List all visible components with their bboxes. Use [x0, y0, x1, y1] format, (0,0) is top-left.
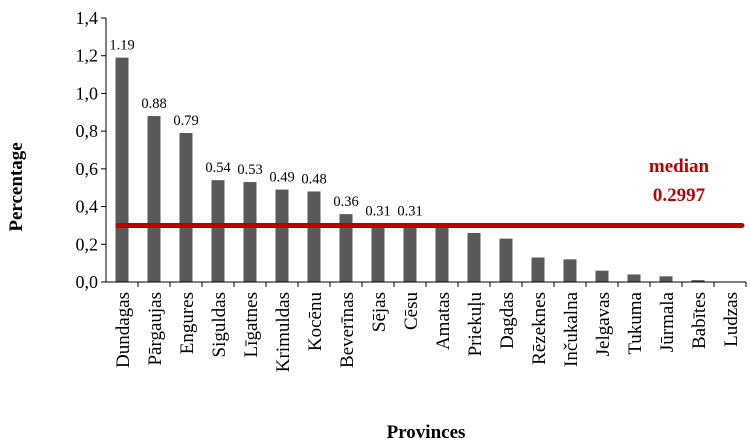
bar	[339, 214, 353, 282]
y-tick-label: 0,2	[76, 234, 99, 254]
category-label: Cēsu	[401, 292, 422, 331]
data-label: 0.79	[173, 113, 198, 129]
category-label: Kocēnu	[305, 292, 326, 352]
y-tick-label: 1,2	[76, 46, 99, 66]
data-label: 0.54	[205, 160, 231, 176]
y-tick-label: 0,6	[76, 159, 99, 179]
bar	[563, 259, 577, 282]
bar	[243, 182, 257, 282]
median-label: median	[649, 156, 710, 177]
y-tick-label: 0,0	[76, 272, 99, 292]
data-labels: 1.19 0.88 0.79 0.54 0.53 0.49 0.48 0.36 0.31 0.31	[109, 38, 422, 220]
data-label: 1.19	[109, 38, 134, 54]
bar	[115, 57, 129, 282]
y-axis-ticks: 0,0 0,2 0,4 0,6 0,8 1,0 1,2 1,4	[76, 8, 106, 292]
category-label: Engures	[177, 292, 198, 354]
bar	[179, 133, 193, 282]
bar	[627, 274, 641, 282]
category-label: Krimuldas	[273, 292, 294, 372]
category-label: Siguldas	[209, 292, 230, 357]
data-label: 0.49	[269, 170, 294, 186]
category-label: Pārgaujas	[145, 292, 166, 366]
category-label: Līgatnes	[241, 292, 262, 357]
data-label: 0.36	[333, 194, 358, 210]
category-label: Rēzeknes	[529, 292, 550, 365]
bar	[435, 225, 449, 282]
bar	[147, 116, 161, 282]
median-marker: median 0.2997	[115, 156, 745, 228]
data-label: 0.31	[397, 204, 422, 220]
bar	[595, 270, 609, 282]
y-axis-title: Percentage	[6, 142, 27, 231]
bar	[691, 280, 705, 282]
bar	[467, 232, 481, 282]
y-tick-label: 1,0	[76, 83, 99, 103]
category-label: Sējas	[369, 292, 390, 332]
category-labels: Dundagas Pārgaujas Engures Siguldas Līgatnes…	[113, 282, 747, 372]
axes	[105, 18, 746, 283]
category-label: Jūrmala	[657, 291, 678, 352]
x-axis-title: Provinces	[387, 422, 466, 443]
bar	[371, 223, 385, 282]
bar	[307, 191, 321, 282]
data-label: 0.53	[237, 162, 262, 178]
y-tick-label: 1,4	[76, 8, 99, 28]
bar	[403, 223, 417, 282]
category-label: Jelgavas	[593, 292, 614, 356]
bar	[531, 257, 545, 282]
y-tick-label: 0,8	[76, 121, 99, 141]
bar	[211, 180, 225, 282]
category-label: Dagdas	[497, 292, 518, 349]
category-label: Priekuļu	[465, 292, 486, 357]
data-label: 0.31	[365, 204, 390, 220]
bar	[659, 276, 673, 282]
bar	[499, 238, 513, 282]
category-label: Dundagas	[113, 292, 134, 368]
y-tick-label: 0,4	[76, 197, 99, 217]
category-label: Babītes	[689, 292, 710, 349]
category-label: Tukuma	[625, 291, 646, 354]
category-label: Inčukalna	[561, 291, 582, 366]
category-label: Ludzas	[721, 292, 742, 347]
data-label: 0.88	[141, 96, 166, 112]
bars	[115, 57, 705, 282]
category-label: Beverīnas	[337, 292, 358, 368]
category-label: Amatas	[433, 292, 454, 350]
data-label: 0.48	[301, 171, 326, 187]
median-value: 0.2997	[653, 185, 706, 206]
bar	[275, 189, 289, 282]
